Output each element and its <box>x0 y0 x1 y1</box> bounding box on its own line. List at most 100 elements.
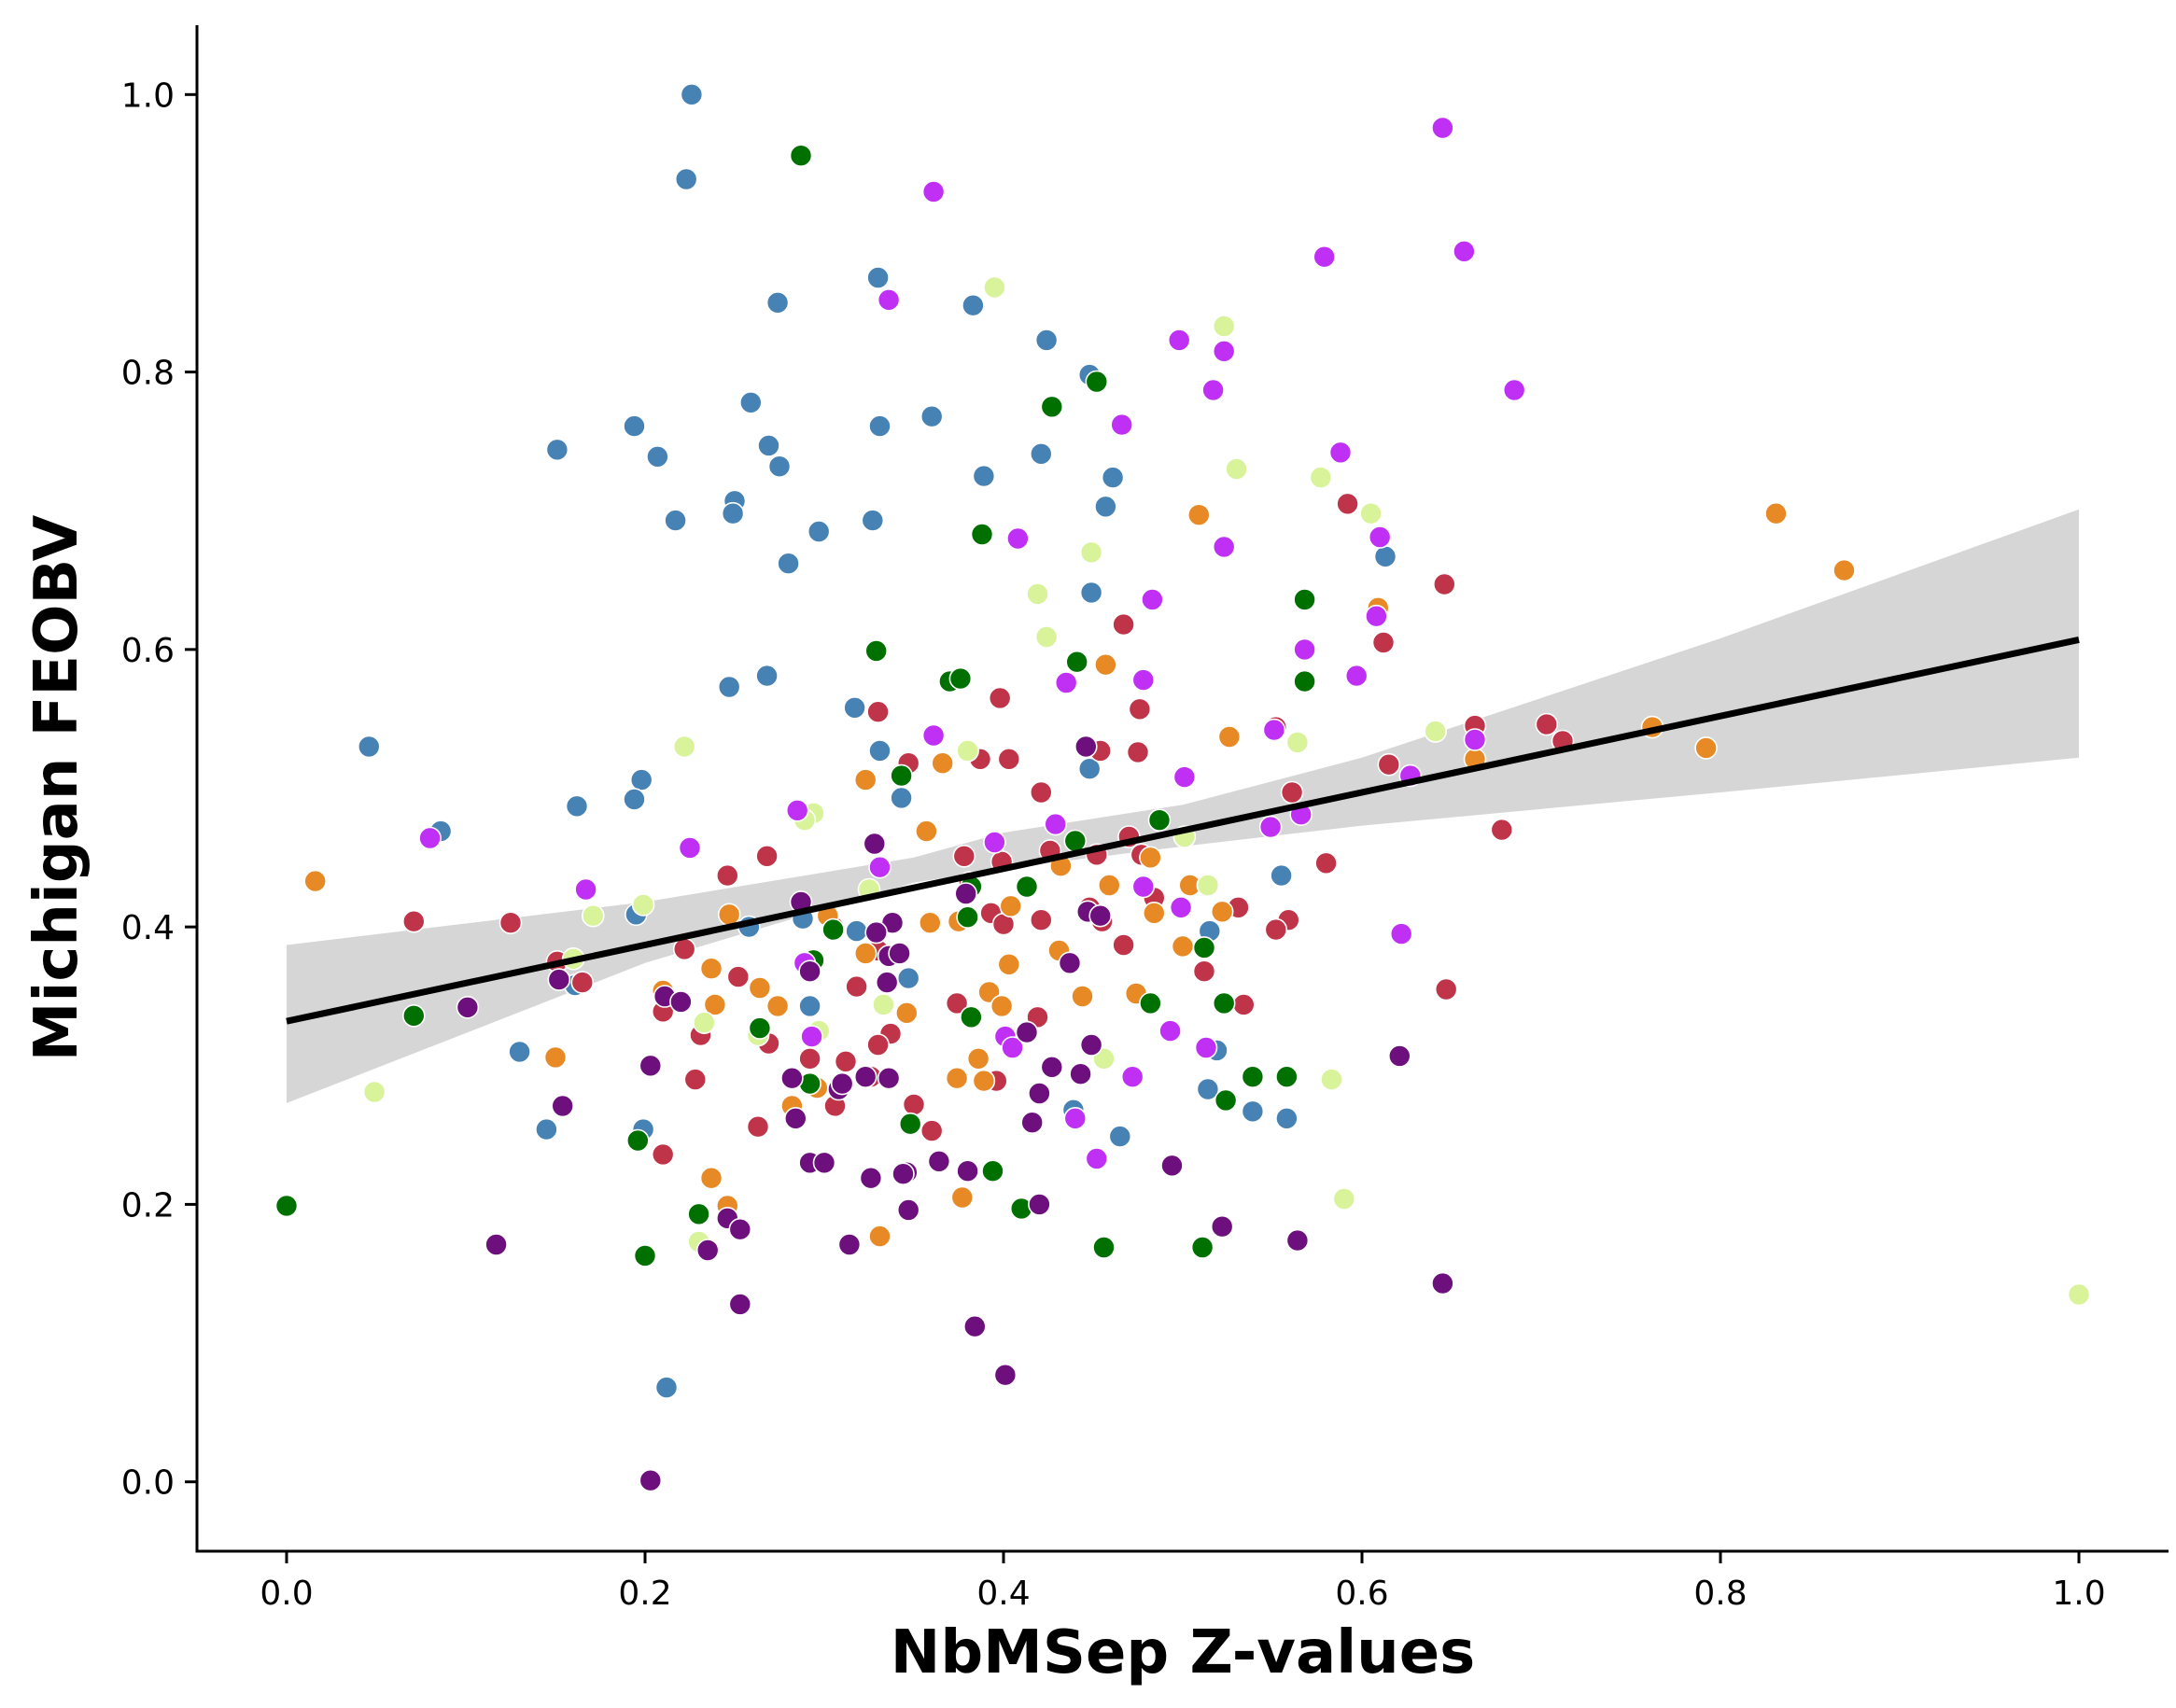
data-point <box>1158 1019 1182 1043</box>
data-point <box>777 552 800 576</box>
data-point <box>891 1162 915 1185</box>
data-point <box>765 994 790 1018</box>
data-point <box>1214 1088 1238 1113</box>
data-point <box>1212 991 1236 1015</box>
data-point <box>1377 752 1401 777</box>
x-tick-label: 0.8 <box>1693 1575 1747 1613</box>
data-point <box>798 959 821 983</box>
data-point <box>625 1128 650 1153</box>
data-point <box>853 942 877 965</box>
data-point <box>812 1151 836 1175</box>
data-point <box>683 1068 708 1091</box>
data-point <box>1328 441 1353 465</box>
data-point <box>1112 933 1135 957</box>
data-point <box>699 957 723 980</box>
data-point <box>821 917 845 942</box>
data-point <box>997 747 1021 771</box>
data-point <box>543 1045 568 1070</box>
data-point <box>1139 846 1162 870</box>
data-point <box>693 1011 716 1034</box>
data-point <box>1006 526 1030 551</box>
data-point <box>547 968 571 991</box>
data-point <box>717 675 741 699</box>
data-point <box>1217 725 1242 749</box>
data-point <box>1063 829 1088 853</box>
data-point <box>952 844 976 868</box>
data-point <box>695 1239 720 1262</box>
data-point <box>1275 1065 1299 1088</box>
data-point <box>1139 991 1162 1015</box>
x-tick-label: 1.0 <box>2052 1575 2105 1613</box>
data-point <box>303 869 328 893</box>
data-point <box>950 1185 975 1210</box>
data-point <box>1196 1077 1220 1101</box>
data-point <box>843 695 866 720</box>
data-point <box>920 1119 944 1142</box>
data-point <box>866 266 890 289</box>
y-tick-label: 0.4 <box>121 909 175 947</box>
data-point <box>1015 1020 1039 1044</box>
data-point <box>639 1054 663 1078</box>
y-tick-label: 0.2 <box>121 1186 175 1225</box>
y-ticks: 0.0 0.2 0.4 0.6 0.8 1.0 <box>121 77 197 1503</box>
data-point <box>456 996 480 1019</box>
data-point <box>1074 735 1098 759</box>
data-point <box>863 832 887 856</box>
data-point <box>1212 535 1236 559</box>
data-point <box>551 1094 575 1118</box>
data-point <box>508 1040 531 1064</box>
data-point <box>948 666 973 691</box>
data-point <box>651 1142 675 1167</box>
data-point <box>956 739 979 763</box>
data-point <box>798 994 821 1018</box>
data-point <box>565 794 589 819</box>
data-point <box>921 180 946 203</box>
data-point <box>1126 740 1150 764</box>
data-point <box>699 1166 723 1190</box>
x-tick-label: 0.0 <box>260 1575 313 1613</box>
data-point <box>748 976 772 1000</box>
data-point <box>894 1001 919 1025</box>
data-point <box>1098 874 1121 897</box>
data-point <box>1147 808 1172 833</box>
data-point <box>1371 631 1396 654</box>
data-point <box>678 836 702 860</box>
data-point <box>918 911 942 935</box>
data-point <box>800 1025 823 1048</box>
data-point <box>1079 540 1103 565</box>
data-point <box>890 786 913 810</box>
data-point <box>1832 558 1856 582</box>
data-point <box>1344 664 1369 688</box>
data-point <box>1030 441 1053 466</box>
y-tick-label: 1.0 <box>121 77 175 115</box>
x-ticks: 0.0 0.2 0.4 0.6 0.8 1.0 <box>260 1551 2106 1613</box>
data-point <box>931 751 955 776</box>
data-point <box>1490 818 1514 842</box>
data-point <box>866 1033 890 1057</box>
data-point <box>748 1016 772 1040</box>
data-point <box>1044 812 1067 836</box>
data-point <box>1368 525 1392 549</box>
data-point <box>1030 908 1053 932</box>
data-point <box>1285 731 1310 754</box>
data-point <box>1143 901 1166 925</box>
data-point <box>1040 1056 1064 1079</box>
data-point <box>972 464 996 488</box>
data-point <box>1112 612 1135 637</box>
data-point <box>963 1314 987 1338</box>
data-point <box>680 83 704 106</box>
data-point <box>1160 1154 1184 1178</box>
data-point <box>631 893 655 917</box>
data-point <box>875 971 899 994</box>
data-point <box>1079 1033 1103 1057</box>
data-point <box>927 1150 951 1173</box>
data-point <box>654 1376 679 1399</box>
data-point <box>715 863 739 888</box>
data-point <box>1373 544 1397 568</box>
data-point <box>1030 780 1053 805</box>
data-point <box>861 509 885 532</box>
data-point <box>845 974 868 999</box>
data-point <box>972 1069 996 1093</box>
data-point <box>1194 1036 1218 1059</box>
